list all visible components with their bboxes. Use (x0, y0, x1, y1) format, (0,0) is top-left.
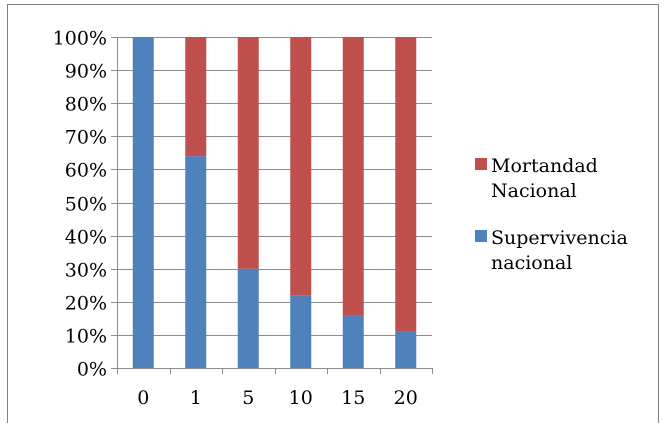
bar-segment-supervivencia-nacional (395, 331, 417, 368)
x-tick-label: 10 (289, 387, 313, 409)
bar-segment-supervivencia-nacional (132, 37, 154, 368)
bar-segment-mortandad-nacional (395, 37, 417, 332)
bar-segment-mortandad-nacional (290, 37, 312, 296)
y-tick-label: 70% (65, 127, 107, 149)
y-tick-label: 10% (65, 326, 107, 348)
x-tick-label: 1 (190, 387, 202, 409)
bar-segment-supervivencia-nacional (237, 268, 259, 368)
y-tick-label: 20% (65, 293, 107, 315)
legend-label-supervivencia-nacional: Supervivencia (491, 227, 628, 249)
y-tick-label: 90% (65, 61, 107, 83)
legend-label-mortandad-nacional: Mortandad (491, 155, 598, 177)
chart-border (7, 4, 659, 423)
x-tick-label: 15 (341, 387, 365, 409)
x-tick-label: 0 (137, 387, 149, 409)
y-tick-label: 40% (65, 227, 107, 249)
legend-swatch-supervivencia-nacional (475, 230, 487, 242)
x-tick-label: 5 (242, 387, 254, 409)
bar-segment-supervivencia-nacional (185, 156, 207, 368)
bar-segment-mortandad-nacional (237, 37, 259, 269)
legend-label-supervivencia-nacional: nacional (491, 252, 572, 274)
y-tick-label: 60% (65, 160, 107, 182)
x-tick-label: 20 (394, 387, 418, 409)
bar-segment-supervivencia-nacional (342, 315, 364, 368)
y-tick-label: 80% (65, 94, 107, 116)
bar-segment-mortandad-nacional (185, 37, 207, 157)
legend-swatch-mortandad-nacional (475, 158, 487, 170)
y-tick-label: 0% (77, 359, 107, 381)
y-tick-label: 100% (53, 28, 107, 50)
y-tick-label: 50% (65, 194, 107, 216)
y-tick-label: 30% (65, 260, 107, 282)
legend-label-mortandad-nacional: Nacional (491, 180, 577, 202)
bar-segment-mortandad-nacional (342, 37, 364, 316)
bar-segment-supervivencia-nacional (290, 295, 312, 368)
